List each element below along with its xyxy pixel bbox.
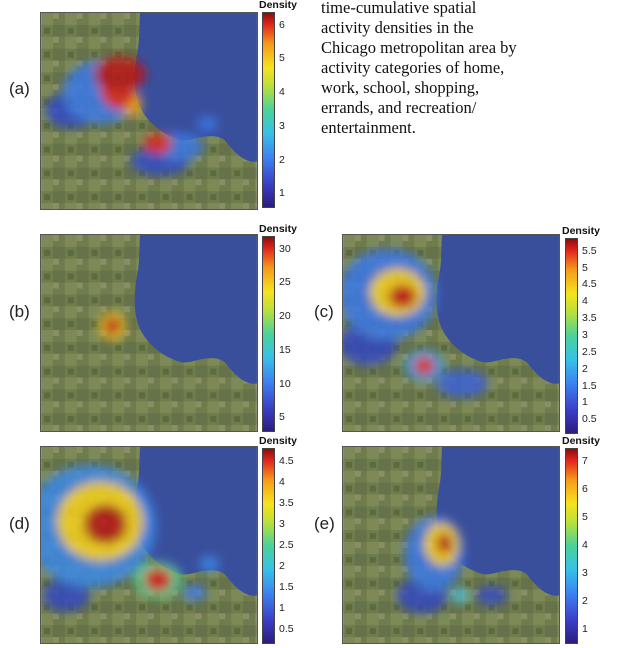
colorbar-tick-label: 2.5 <box>582 345 597 358</box>
colorbar-tick-label: 1.5 <box>582 379 597 392</box>
colorbar-tick-label: 3 <box>279 517 285 530</box>
colorbar-tick-label: 30 <box>279 242 291 255</box>
colorbar-tick-label: 2 <box>279 560 285 573</box>
colorbar-tick-label: 25 <box>279 276 291 289</box>
colorbar-tick-label: 1.5 <box>279 581 294 594</box>
colorbar-tick-label: 3.5 <box>279 496 294 509</box>
density-blob <box>475 585 508 606</box>
colorbar-tick-label: 2 <box>279 153 285 166</box>
density-blob <box>42 579 90 612</box>
colorbar-gradient <box>262 236 275 432</box>
colorbar-tick-label: 4 <box>582 539 588 551</box>
colorbar-tick-label: 3 <box>582 567 588 580</box>
density-blob <box>83 504 128 545</box>
map-graphic <box>343 447 559 643</box>
colorbar-gradient <box>565 448 578 644</box>
colorbar-tick-label: 2 <box>582 595 588 608</box>
panel-label-a: (a) <box>9 79 30 98</box>
colorbar-tick-label: 3.5 <box>582 312 597 325</box>
density-map-c <box>342 234 560 432</box>
colorbar-tick-label: 5 <box>279 52 285 65</box>
density-blob <box>104 317 121 335</box>
colorbar-tick-label: 1 <box>279 187 285 200</box>
figure-caption: time-cumulative spatial activity densiti… <box>321 0 617 138</box>
colorbar-title: Density <box>562 225 600 237</box>
colorbar-title: Density <box>259 435 297 447</box>
caption-line: activity densities in the <box>321 18 474 37</box>
colorbar-tick-label: 5 <box>582 510 588 523</box>
colorbar-tick-label: 4.5 <box>279 454 294 467</box>
colorbar-tick-label: 20 <box>279 310 291 323</box>
colorbar-tick-label: 3 <box>279 119 285 132</box>
colorbar-title: Density <box>562 435 600 447</box>
density-blob <box>414 356 435 375</box>
density-blob <box>436 534 452 554</box>
map-graphic <box>41 235 257 431</box>
density-map-a <box>40 12 258 210</box>
density-blob <box>182 584 207 601</box>
colorbar-tick-label: 2.5 <box>279 539 294 551</box>
colorbar-tick-label: 0.5 <box>279 623 294 636</box>
colorbar-tick-label: 3 <box>582 329 588 341</box>
caption-line: entertainment. <box>321 118 416 137</box>
density-map-e <box>342 446 560 644</box>
lake-michigan <box>134 447 257 596</box>
map-graphic <box>41 13 257 209</box>
density-map-d <box>40 446 258 644</box>
density-blob <box>144 133 172 154</box>
colorbar-tick-label: 5 <box>582 261 588 274</box>
colorbar-tick-label: 1 <box>582 396 588 409</box>
density-blob <box>199 555 220 572</box>
colorbar-tick-label: 6 <box>279 18 285 31</box>
colorbar-tick-label: 10 <box>279 377 291 390</box>
colorbar-tick-label: 5.5 <box>582 244 597 257</box>
density-hotspots <box>41 464 220 612</box>
colorbar-tick-label: 0.5 <box>582 413 597 426</box>
colorbar-gradient <box>565 238 578 434</box>
caption-line: time-cumulative spatial <box>321 0 477 17</box>
lake-michigan <box>134 13 257 162</box>
density-blob <box>388 284 417 309</box>
colorbar-title: Density <box>259 223 297 235</box>
density-blob <box>94 56 147 93</box>
colorbar-tick-label: 1 <box>279 602 285 615</box>
panel-label-e: (e) <box>314 514 335 533</box>
map-graphic <box>343 235 559 431</box>
colorbar-tick-label: 1 <box>582 623 588 636</box>
panel-label-c: (c) <box>314 302 334 321</box>
colorbar-gradient <box>262 448 275 644</box>
density-map-b <box>40 234 258 432</box>
caption-line: activity categories of home, <box>321 58 505 77</box>
colorbar-tick-label: 4 <box>279 475 285 488</box>
colorbar-tick-label: 4 <box>582 295 588 308</box>
panel-label-b: (b) <box>9 302 30 321</box>
density-blob <box>436 369 488 398</box>
density-hotspots <box>396 516 508 614</box>
lake-michigan <box>436 235 559 384</box>
lake-michigan <box>436 447 559 596</box>
density-blob <box>144 567 172 592</box>
caption-line: errands, and recreation/ <box>321 98 477 117</box>
colorbar-tick-label: 2 <box>582 362 588 375</box>
colorbar-tick-label: 5 <box>279 411 285 424</box>
density-blob <box>451 587 468 604</box>
colorbar-tick-label: 4.5 <box>582 278 597 291</box>
colorbar-tick-label: 6 <box>582 482 588 495</box>
density-hotspots <box>45 56 218 176</box>
density-hotspots <box>98 312 127 340</box>
colorbar-tick-label: 4 <box>279 86 285 99</box>
panel-label-d: (d) <box>9 514 30 533</box>
caption-line: Chicago metropolitan area by <box>321 38 517 57</box>
colorbar-gradient <box>262 12 275 208</box>
caption-line: work, school, shopping, <box>321 78 480 97</box>
density-blob <box>197 115 218 132</box>
density-hotspots <box>343 248 488 398</box>
colorbar-tick-label: 15 <box>279 343 291 356</box>
colorbar-tick-label: 7 <box>582 454 588 467</box>
colorbar-title: Density <box>259 0 297 11</box>
map-graphic <box>41 447 257 643</box>
lake-michigan <box>134 235 257 384</box>
